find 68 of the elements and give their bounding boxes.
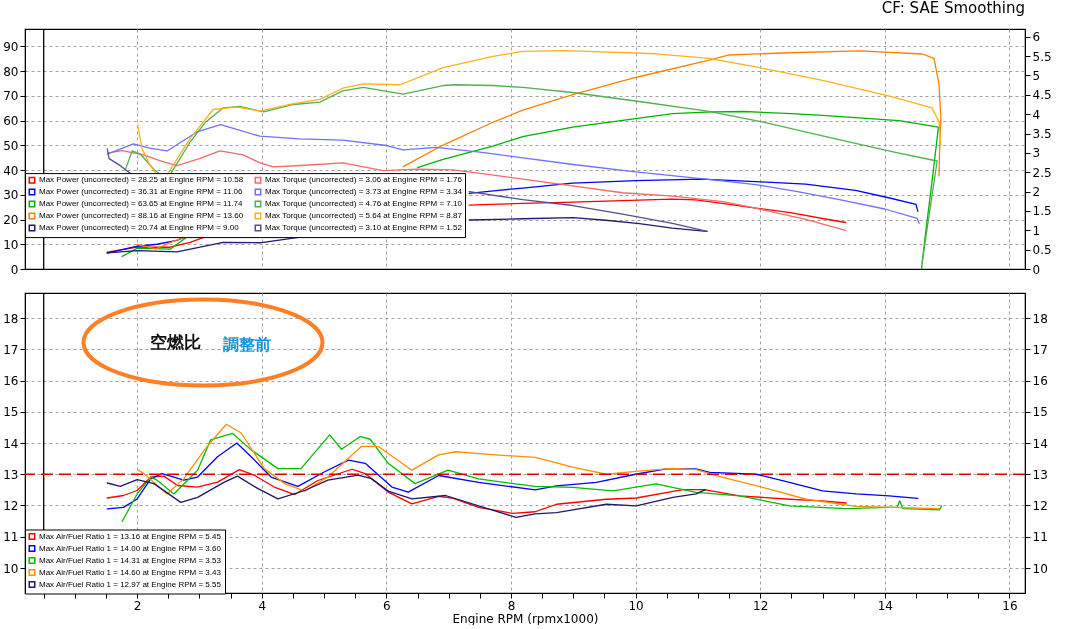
y-tick-label: 18 [3,311,19,326]
y-tick-label: 10 [3,237,19,252]
y-tick-label: 20 [3,213,19,228]
y2-tick-label: 18 [1032,311,1048,326]
y2-tick-label: 4.5 [1032,88,1052,103]
chart-title: CF: SAE Smoothing [881,0,1025,18]
y-tick-label: 90 [3,39,19,54]
y2-tick-label: 14 [1032,436,1048,451]
y2-tick-label: 10 [1032,561,1048,576]
x-tick-label: 4 [258,598,267,613]
y-tick-label: 10 [3,561,19,576]
y-tick-label: 40 [3,163,19,178]
legend-label: Max Power (uncorrected) = 28.25 at Engine RPM = 10.58 [39,175,244,185]
y2-tick-label: 3.5 [1032,127,1052,142]
y-tick-label: 15 [3,405,19,420]
legend-label: Max Power (uncorrected) = 20.74 at Engine RPM = 9.00 [39,223,240,233]
x-tick-label: 10 [628,598,644,613]
y2-tick-label: 11 [1032,530,1048,545]
x-tick-label: 6 [383,598,391,613]
legend-label: Max Power (uncorrected) = 36.31 at Engine RPM = 11.06 [39,187,244,197]
y2-tick-label: 3 [1032,146,1041,161]
y2-tick-label: 15 [1032,405,1048,420]
y2-tick-label: 1.5 [1032,204,1052,219]
legend-label: Max Torque (uncorrected) = 3.06 at Engine RPM = 1.76 [265,175,463,185]
x-tick-label: 2 [133,598,142,613]
legend-label: Max Torque (uncorrected) = 3.10 at Engine RPM = 1.52 [265,223,463,233]
legend-label: Max Power (uncorrected) = 88.16 at Engine RPM = 13.60 [39,211,244,221]
y2-tick-label: 12 [1032,499,1048,513]
annotation: 調整前 [223,334,271,354]
x-axis-title: Engine RPM (rpmx1000) [452,611,599,626]
legend-label: Max Air/Fuel Ratio 1 = 14.60 at Engine RPM = 3.43 [39,567,222,577]
y2-tick-label: 4 [1032,107,1041,122]
y-tick-label: 12 [3,499,19,513]
x-tick-label: 16 [1002,598,1018,613]
y2-tick-label: 0 [1032,262,1041,277]
y-tick-label: 17 [3,342,19,357]
y2-tick-label: 6 [1032,30,1041,45]
y2-tick-label: 5.5 [1032,49,1052,64]
legend-label: Max Torque (uncorrected) = 3.73 at Engine RPM = 3.34 [265,187,463,197]
y2-tick-label: 16 [1032,374,1048,388]
y2-tick-label: 5 [1032,68,1041,83]
y2-tick-label: 0.5 [1032,243,1052,258]
y2-tick-label: 2 [1032,185,1041,200]
y-tick-label: 70 [3,89,19,104]
y2-tick-label: 13 [1032,467,1048,482]
y-tick-label: 60 [3,114,19,129]
legend-label: Max Torque (uncorrected) = 4.76 at Engine RPM = 7.10 [265,199,463,209]
x-tick-label: 14 [877,598,893,613]
y-tick-label: 80 [3,64,19,79]
legend-label: Max Torque (uncorrected) = 5.64 at Engine RPM = 8.87 [265,211,463,221]
y-tick-label: 13 [3,467,19,482]
y2-tick-label: 17 [1032,342,1048,357]
y2-tick-label: 2.5 [1032,165,1052,180]
y2-tick-label: 1 [1032,223,1041,238]
y-tick-label: 30 [3,188,19,203]
y-tick-label: 16 [3,374,19,388]
y-tick-label: 14 [3,436,19,451]
legend-label: Max Power (uncorrected) = 63.65 at Engine RPM = 11.74 [39,199,244,209]
legend-label: Max Air/Fuel Ratio 1 = 14.31 at Engine RPM = 3.53 [39,555,222,565]
y-tick-label: 0 [10,262,19,277]
annotation: 空燃比 [149,331,201,352]
legend-label: Max Air/Fuel Ratio 1 = 14.00 at Engine RPM = 3.60 [39,543,222,553]
legend-label: Max Air/Fuel Ratio 1 = 12.97 at Engine RPM = 5.55 [39,579,222,589]
legend-label: Max Air/Fuel Ratio 1 = 13.16 at Engine RPM = 5.45 [39,531,222,541]
y-tick-label: 50 [3,138,19,153]
x-tick-label: 8 [507,598,516,613]
x-tick-label: 12 [753,598,769,613]
y-tick-label: 11 [3,530,19,545]
